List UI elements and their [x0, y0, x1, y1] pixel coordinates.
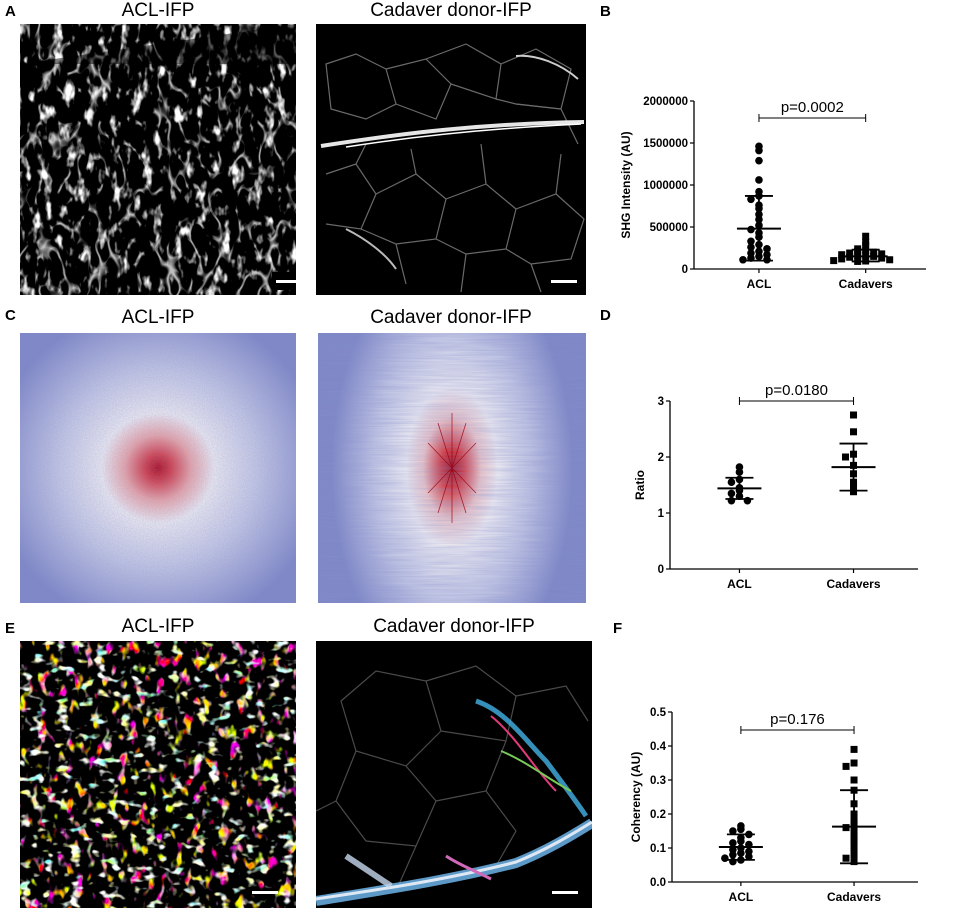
- data-point: [878, 254, 886, 262]
- chart-f: 0.0 0.1 0.2 0.3 0.4 0.5 Coherency (AU) ACL Cadav…: [600, 700, 945, 912]
- image-title-acl-shg: ACL-IFP: [121, 0, 195, 21]
- y-tick-label: 2000000: [643, 96, 688, 108]
- y-tick-label: 0.3: [650, 775, 666, 787]
- data-point: [747, 243, 755, 251]
- data-point: [842, 854, 850, 862]
- data-point: [747, 237, 755, 246]
- y-tick-label: 1500000: [643, 138, 688, 150]
- data-point: [721, 854, 729, 862]
- data-point: [735, 468, 744, 476]
- data-point: [886, 256, 894, 264]
- x-tick-label: ACL: [727, 577, 752, 591]
- image-title-cadaver-orientation: Cadaver donor-IFP: [373, 616, 535, 637]
- data-point: [850, 745, 858, 753]
- y-tick-label: 0.1: [650, 843, 667, 855]
- data-point: [870, 248, 878, 256]
- orientation-image-cadaver: [316, 641, 592, 908]
- scale-bar: [552, 891, 578, 894]
- data-point: [838, 251, 846, 259]
- y-tick-label: 1: [658, 508, 665, 520]
- shg-image-cadaver: [316, 24, 586, 295]
- p-value-label: p=0.176: [770, 711, 825, 728]
- scale-bar: [276, 280, 296, 283]
- scale-bar: [551, 280, 577, 283]
- y-tick-label: 0: [682, 264, 688, 276]
- fft-image-cadaver: [318, 333, 586, 603]
- p-value-label: p=0.0002: [781, 99, 844, 116]
- panel-letter-a: A: [5, 3, 16, 20]
- orientation-image-acl: [20, 641, 296, 908]
- y-tick-label: 0.4: [650, 741, 667, 753]
- p-value-label: p=0.0180: [765, 382, 828, 399]
- chart-f-svg: 0.0 0.1 0.2 0.3 0.4 0.5 Coherency (AU) ACL Cadav…: [629, 707, 918, 904]
- data-point: [878, 250, 886, 258]
- scale-bar: [252, 891, 278, 894]
- y-tick-label: 0: [658, 564, 664, 576]
- y-tick-label: 0.2: [650, 809, 666, 821]
- data-point: [727, 478, 736, 486]
- chart-b-svg: 0 500000 1000000 1500000 2000000 SHG Intensit…: [619, 96, 926, 291]
- data-point: [755, 176, 763, 184]
- panel-letter-e: E: [5, 620, 16, 637]
- data-point: [739, 255, 747, 264]
- data-point: [729, 851, 737, 859]
- x-tick-label: Cadavers: [827, 890, 881, 904]
- image-title-acl-fft: ACL-IFP: [121, 307, 195, 328]
- data-point: [755, 146, 763, 155]
- panel-letter-b: B: [600, 3, 611, 20]
- chart-d: 0 1 2 3 Ratio ACL Cadavers p=0.0180: [600, 372, 945, 594]
- data-point: [846, 249, 854, 257]
- data-point: [763, 245, 771, 253]
- shg-image-acl: [20, 24, 296, 295]
- y-axis-label: SHG Intensity (AU): [619, 131, 633, 238]
- data-point: [850, 776, 858, 784]
- data-point: [729, 839, 737, 847]
- data-point: [862, 232, 870, 240]
- data-point: [838, 255, 846, 263]
- y-tick-label: 1000000: [643, 180, 688, 192]
- data-point: [729, 827, 737, 835]
- y-tick-label: 0.5: [650, 707, 667, 719]
- image-title-cadaver-fft: Cadaver donor-IFP: [370, 307, 532, 328]
- data-point: [743, 496, 752, 505]
- chart-b: 0 500000 1000000 1500000 2000000 SHG Intensit…: [600, 90, 945, 295]
- data-point: [850, 411, 858, 419]
- data-point: [830, 257, 838, 265]
- data-point: [747, 195, 755, 204]
- data-point: [862, 241, 870, 249]
- fft-image-acl: [20, 333, 296, 603]
- data-point: [850, 488, 858, 496]
- y-tick-label: 0.0: [650, 877, 666, 889]
- image-title-acl-orientation: ACL-IFP: [121, 616, 195, 637]
- panel-letter-d: D: [600, 307, 611, 324]
- data-point: [842, 824, 850, 832]
- y-tick-label: 2: [658, 452, 664, 464]
- data-point: [727, 489, 736, 498]
- data-point: [737, 825, 745, 834]
- data-point: [842, 453, 850, 461]
- data-point: [854, 247, 862, 255]
- y-axis-label: Coherency (AU): [629, 752, 643, 843]
- x-tick-label: ACL: [729, 890, 754, 904]
- x-tick-label: Cadavers: [839, 277, 893, 291]
- data-point: [727, 496, 736, 505]
- data-point: [755, 156, 763, 165]
- panel-letter-f: F: [613, 620, 623, 637]
- data-point: [729, 857, 737, 866]
- chart-d-svg: 0 1 2 3 Ratio ACL Cadavers p=0.0180: [633, 382, 918, 591]
- y-axis-label: Ratio: [633, 470, 647, 500]
- data-point: [850, 428, 858, 436]
- data-point: [850, 759, 858, 767]
- x-tick-label: Cadavers: [826, 577, 880, 591]
- image-title-cadaver-shg: Cadaver donor-IFP: [370, 0, 532, 21]
- y-tick-label: 3: [658, 396, 664, 408]
- data-point: [745, 852, 753, 861]
- x-tick-label: ACL: [747, 277, 772, 291]
- y-tick-label: 500000: [650, 222, 688, 234]
- panel-letter-c: C: [5, 307, 16, 324]
- data-point: [842, 762, 850, 770]
